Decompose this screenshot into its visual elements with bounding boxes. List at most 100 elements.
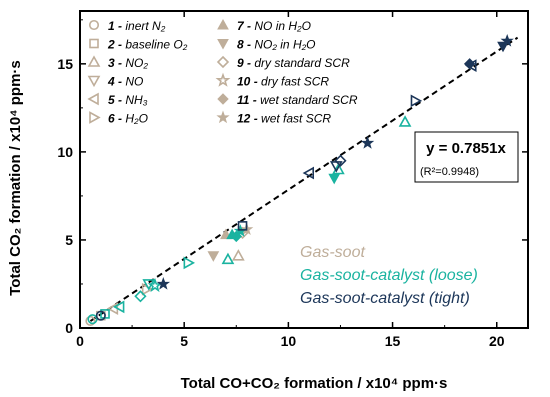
legend-entry-dash: -: [115, 19, 126, 33]
legend-marker: [217, 18, 229, 30]
legend-entry-number: 3: [108, 56, 115, 70]
legend-marker: [87, 55, 101, 67]
legend-entry-label: H₂O: [125, 112, 148, 126]
legend-entry-label: NO: [125, 75, 143, 89]
data-point: [95, 310, 106, 321]
legend-entry-dash: -: [250, 112, 261, 126]
data-point: [302, 166, 315, 180]
legend-marker: [215, 72, 231, 87]
x-tick-label: 20: [489, 333, 505, 349]
legend-entry-dash: -: [115, 56, 126, 70]
legend-entry-dash: -: [115, 38, 126, 52]
legend-entry-label: dry fast SCR: [261, 75, 329, 89]
group-label: Gas-soot-catalyst (tight): [300, 290, 470, 307]
legend-entry-label: wet standard SCR: [260, 93, 358, 107]
legend-entry-number: 1: [108, 19, 115, 33]
data-point: [237, 221, 248, 231]
legend-entry-dash: -: [115, 75, 126, 89]
legend-marker: [89, 111, 101, 124]
legend-marker: [88, 19, 100, 31]
plot-border: [79, 10, 529, 329]
legend-marker: [217, 93, 229, 105]
data-point: [85, 315, 96, 327]
fit-line: [89, 36, 519, 322]
group-labels: Gas-soot Gas-soot-catalyst (loose) Gas-soo…: [300, 244, 478, 307]
legend-marker: [216, 55, 230, 69]
legend-entry: 9 - dry standard SCR: [237, 56, 350, 70]
data-point: [328, 173, 341, 185]
legend-entry-number: 8: [237, 38, 244, 52]
fit-r2: (R²=0.9948): [420, 166, 479, 178]
y-tick-label: 5: [65, 232, 73, 248]
legend-entry-number: 4: [107, 75, 115, 89]
data-point: [232, 249, 245, 261]
legend-entry-number: 2: [107, 38, 115, 52]
legend-entry-label: baseline O₂: [125, 38, 187, 52]
legend-marker: [87, 75, 101, 88]
legend-entry-number: 11: [237, 93, 250, 107]
legend: 1 - inert N₂ 2 - baseline O₂ 3 - NO₂ 4 - NO…: [87, 18, 358, 126]
legend-entry-label: wet fast SCR: [261, 112, 331, 126]
legend-entry: 10 - dry fast SCR: [237, 75, 329, 89]
legend-entry-label: NO₂ in H₂O: [254, 38, 315, 52]
fit-equation: y = 0.7851x: [426, 140, 506, 157]
data-point: [156, 277, 171, 290]
y-tick-label: 10: [57, 144, 73, 160]
legend-entry-dash: -: [249, 93, 260, 107]
legend-entry: 3 - NO₂: [108, 56, 148, 70]
data-point: [112, 300, 125, 314]
legend-entry: 2 - baseline O₂: [107, 38, 188, 52]
data-point: [207, 251, 220, 262]
data-point: [398, 115, 412, 127]
legend-entry-label: inert N₂: [125, 19, 165, 33]
legend-entry-label: NH₃: [125, 93, 147, 107]
data-point: [465, 59, 477, 72]
legend-entry: 11 - wet standard SCR: [237, 93, 358, 107]
y-tick-label: 0: [65, 320, 73, 336]
legend-entry: 6 - H₂O: [108, 112, 148, 126]
legend-entry-dash: -: [250, 75, 261, 89]
x-tick-label: 15: [385, 333, 401, 349]
y-axis-label: Total CO₂ formation / x10⁴ ppm·s: [7, 60, 24, 296]
legend-entry: 5 - NH₃: [108, 93, 148, 107]
data-point: [183, 256, 196, 270]
fit-equation-box: y = 0.7851x (R²=0.9948): [414, 131, 519, 183]
legend-entry-number: 9: [237, 56, 244, 70]
legend-entry-number: 12: [237, 112, 251, 126]
fit-line-path: [89, 36, 519, 322]
legend-entry: 8 - NO₂ in H₂O: [237, 38, 316, 52]
plot-frame: [79, 10, 529, 329]
y-tick-label: 15: [57, 56, 73, 72]
legend-entry-number: 10: [237, 75, 251, 89]
legend-entry-dash: -: [115, 93, 126, 107]
x-tick-label: 5: [180, 333, 188, 349]
legend-entry-label: dry standard SCR: [254, 56, 350, 70]
legend-entry-dash: -: [244, 19, 255, 33]
legend-entry-label: NO₂: [125, 56, 148, 70]
data-point: [87, 314, 98, 325]
legend-entry-dash: -: [244, 38, 255, 52]
legend-entry-dash: -: [244, 56, 255, 70]
x-axis: 0 5 10 15 20: [76, 11, 505, 349]
legend-entry: 7 - NO in H₂O: [237, 19, 311, 33]
x-tick-label: 10: [281, 333, 297, 349]
data-point: [221, 252, 235, 265]
legend-entry-number: 6: [108, 112, 115, 126]
legend-marker: [217, 39, 229, 50]
data-point: [334, 154, 347, 167]
legend-entry: 1 - inert N₂: [108, 19, 166, 33]
legend-entry-dash: -: [115, 112, 126, 126]
data-point: [147, 277, 163, 293]
legend-entry: 4 - NO: [107, 75, 143, 89]
legend-marker: [89, 38, 99, 49]
legend-entry: 12 - wet fast SCR: [237, 112, 331, 126]
x-tick-label: 0: [76, 333, 84, 349]
legend-entry-number: 7: [237, 19, 245, 33]
data-point: [500, 33, 514, 47]
legend-entry-number: 5: [108, 93, 115, 107]
group-label: Gas-soot: [300, 244, 365, 261]
legend-marker: [216, 110, 230, 124]
data-point: [360, 136, 375, 149]
